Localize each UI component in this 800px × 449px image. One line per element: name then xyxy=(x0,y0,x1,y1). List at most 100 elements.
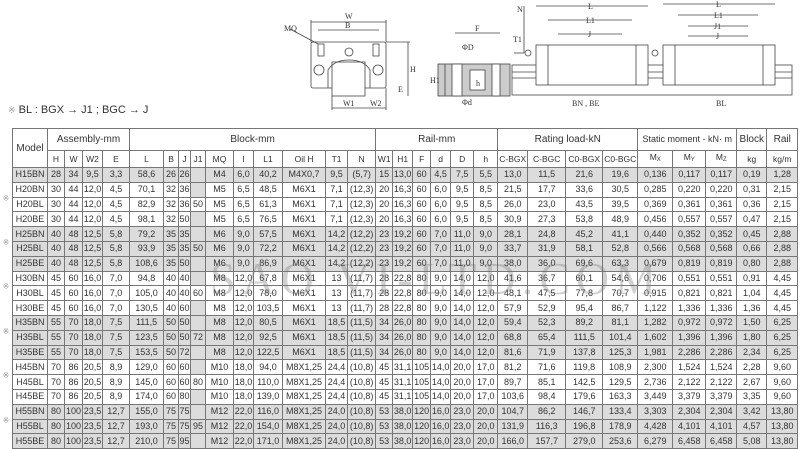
table-cell: 45 xyxy=(375,359,394,376)
table-cell: 13 xyxy=(325,300,349,316)
table-cell: 0,821 xyxy=(705,285,738,302)
table-cell: 105 xyxy=(412,359,432,376)
table-cell: 5,5 xyxy=(473,167,499,183)
table-cell: 153,5 xyxy=(129,344,165,361)
table-cell: 11,0 xyxy=(450,226,475,242)
table-cell: 20 xyxy=(375,181,394,198)
column-header: MQ xyxy=(205,150,235,168)
table-cell: 36,7 xyxy=(527,270,567,287)
table-cell: 110,0 xyxy=(253,374,284,390)
table-cell: 7,1 xyxy=(325,181,349,198)
table-cell: 57,9 xyxy=(497,300,529,316)
table-cell: 22,0 xyxy=(233,403,255,420)
table-cell xyxy=(190,211,207,228)
table-cell: M6X1 xyxy=(282,226,327,242)
table-cell: 8,9 xyxy=(101,374,131,390)
label-w1: W1 xyxy=(343,99,355,108)
table-cell xyxy=(190,226,207,242)
table-cell: 0,456 xyxy=(637,211,674,228)
table-cell: 2,300 xyxy=(637,359,674,376)
table-cell: 16,0 xyxy=(82,270,103,287)
table-cell: 178,9 xyxy=(602,418,639,435)
table-cell: 40 xyxy=(163,270,180,287)
table-cell: 94,0 xyxy=(253,359,284,376)
table-cell: 58,1 xyxy=(565,240,604,257)
table-cell: 4,101 xyxy=(705,418,738,435)
table-cell: 3,379 xyxy=(672,388,707,405)
table-cell: 0,91 xyxy=(736,270,768,287)
table-cell: 119,8 xyxy=(565,359,604,376)
table-cell: 48 xyxy=(64,255,83,272)
table-cell: 9,0 xyxy=(430,344,452,361)
row-mark xyxy=(0,251,12,266)
table-cell: 129,0 xyxy=(129,359,165,376)
table-cell: 70,7 xyxy=(602,285,639,302)
table-cell: 75 xyxy=(163,418,180,435)
table-cell: M5 xyxy=(205,181,235,198)
table-cell: 9,0 xyxy=(430,270,452,287)
column-header: L xyxy=(129,150,165,168)
table-row: H35BE 55 70 18,0 7,5 153,5 50 72 M8 12,0 122,5 M6X1… xyxy=(12,344,799,361)
table-cell: 14,0 xyxy=(430,359,452,376)
column-header: MZ xyxy=(705,150,738,168)
table-cell: (10,8) xyxy=(347,433,377,449)
table-cell: 2,34 xyxy=(736,344,768,361)
table-cell: 12,0 xyxy=(82,181,103,198)
table-cell: 6,5 xyxy=(233,211,255,228)
table-cell: (11,5) xyxy=(347,344,377,361)
table-cell: 123,5 xyxy=(129,329,165,346)
table-cell: 60 xyxy=(163,388,180,405)
table-cell: 26 xyxy=(163,167,180,183)
table-cell: (12,2) xyxy=(347,226,377,242)
table-cell: 6,279 xyxy=(637,433,674,449)
table-cell: 100 xyxy=(64,403,83,420)
table-cell: 6,5 xyxy=(233,196,255,213)
table-cell: 9,0 xyxy=(233,226,255,242)
table-cell: 20,5 xyxy=(82,359,103,376)
table-cell: 32 xyxy=(163,211,180,228)
table-cell xyxy=(190,359,207,376)
header-block-weight: Block xyxy=(736,128,768,151)
table-cell: 12,0 xyxy=(473,344,499,361)
column-header: kg xyxy=(736,150,768,168)
table-cell: 174,0 xyxy=(129,388,165,405)
table-cell: 60 xyxy=(412,211,432,228)
table-cell: 1,524 xyxy=(705,359,738,376)
table-cell: 48 xyxy=(64,240,83,257)
table-cell: 19,6 xyxy=(602,167,639,183)
note-text: BL : BGX → J1 ; BGC → J xyxy=(18,104,149,116)
table-cell: 108,9 xyxy=(602,359,639,376)
table-cell: 89,2 xyxy=(565,314,604,331)
table-cell: 20,0 xyxy=(450,388,475,405)
table-cell: 26 xyxy=(178,167,192,183)
model-cell: H45BL xyxy=(12,374,48,390)
table-cell: 18,0 xyxy=(233,359,255,376)
table-row: H20BE 30 44 12,0 4,5 98,1 32 50 M5 6,5 76,5 M6X1 7,1… xyxy=(12,211,799,228)
label-l-bl: L xyxy=(716,0,721,9)
column-header: J1 xyxy=(190,150,207,168)
table-cell: 21,6 xyxy=(565,167,604,183)
table-cell: 50 xyxy=(163,344,180,361)
row-mark xyxy=(0,206,12,221)
model-cell: H25BN xyxy=(12,226,48,242)
table-cell: 155,0 xyxy=(129,403,165,420)
table-cell: 40,2 xyxy=(253,167,284,183)
table-cell: 60 xyxy=(163,374,180,390)
label-phi-big-d: ΦD xyxy=(462,43,474,52)
table-cell: 0,136 xyxy=(637,167,674,183)
table-cell: 5,8 xyxy=(101,255,131,272)
table-cell: 22,8 xyxy=(392,285,414,302)
table-cell: 60 xyxy=(412,196,432,213)
table-row: H30BE 45 60 16,0 7,0 130,5 40 60 M8 12,0 103,5 M6X1… xyxy=(12,300,799,316)
table-cell: 28 xyxy=(375,285,394,302)
column-header: kg/m xyxy=(766,150,799,168)
table-cell: 16,0 xyxy=(430,403,452,420)
table-cell: 45 xyxy=(47,300,65,316)
label-f: F xyxy=(475,24,480,33)
table-cell: 50 xyxy=(178,211,192,228)
table-cell: 23,0 xyxy=(450,433,475,449)
table-cell: 120 xyxy=(412,433,432,449)
table-cell: M8 xyxy=(205,300,235,316)
label-h1: H1 xyxy=(430,76,440,85)
table-cell: 12,5 xyxy=(82,255,103,272)
